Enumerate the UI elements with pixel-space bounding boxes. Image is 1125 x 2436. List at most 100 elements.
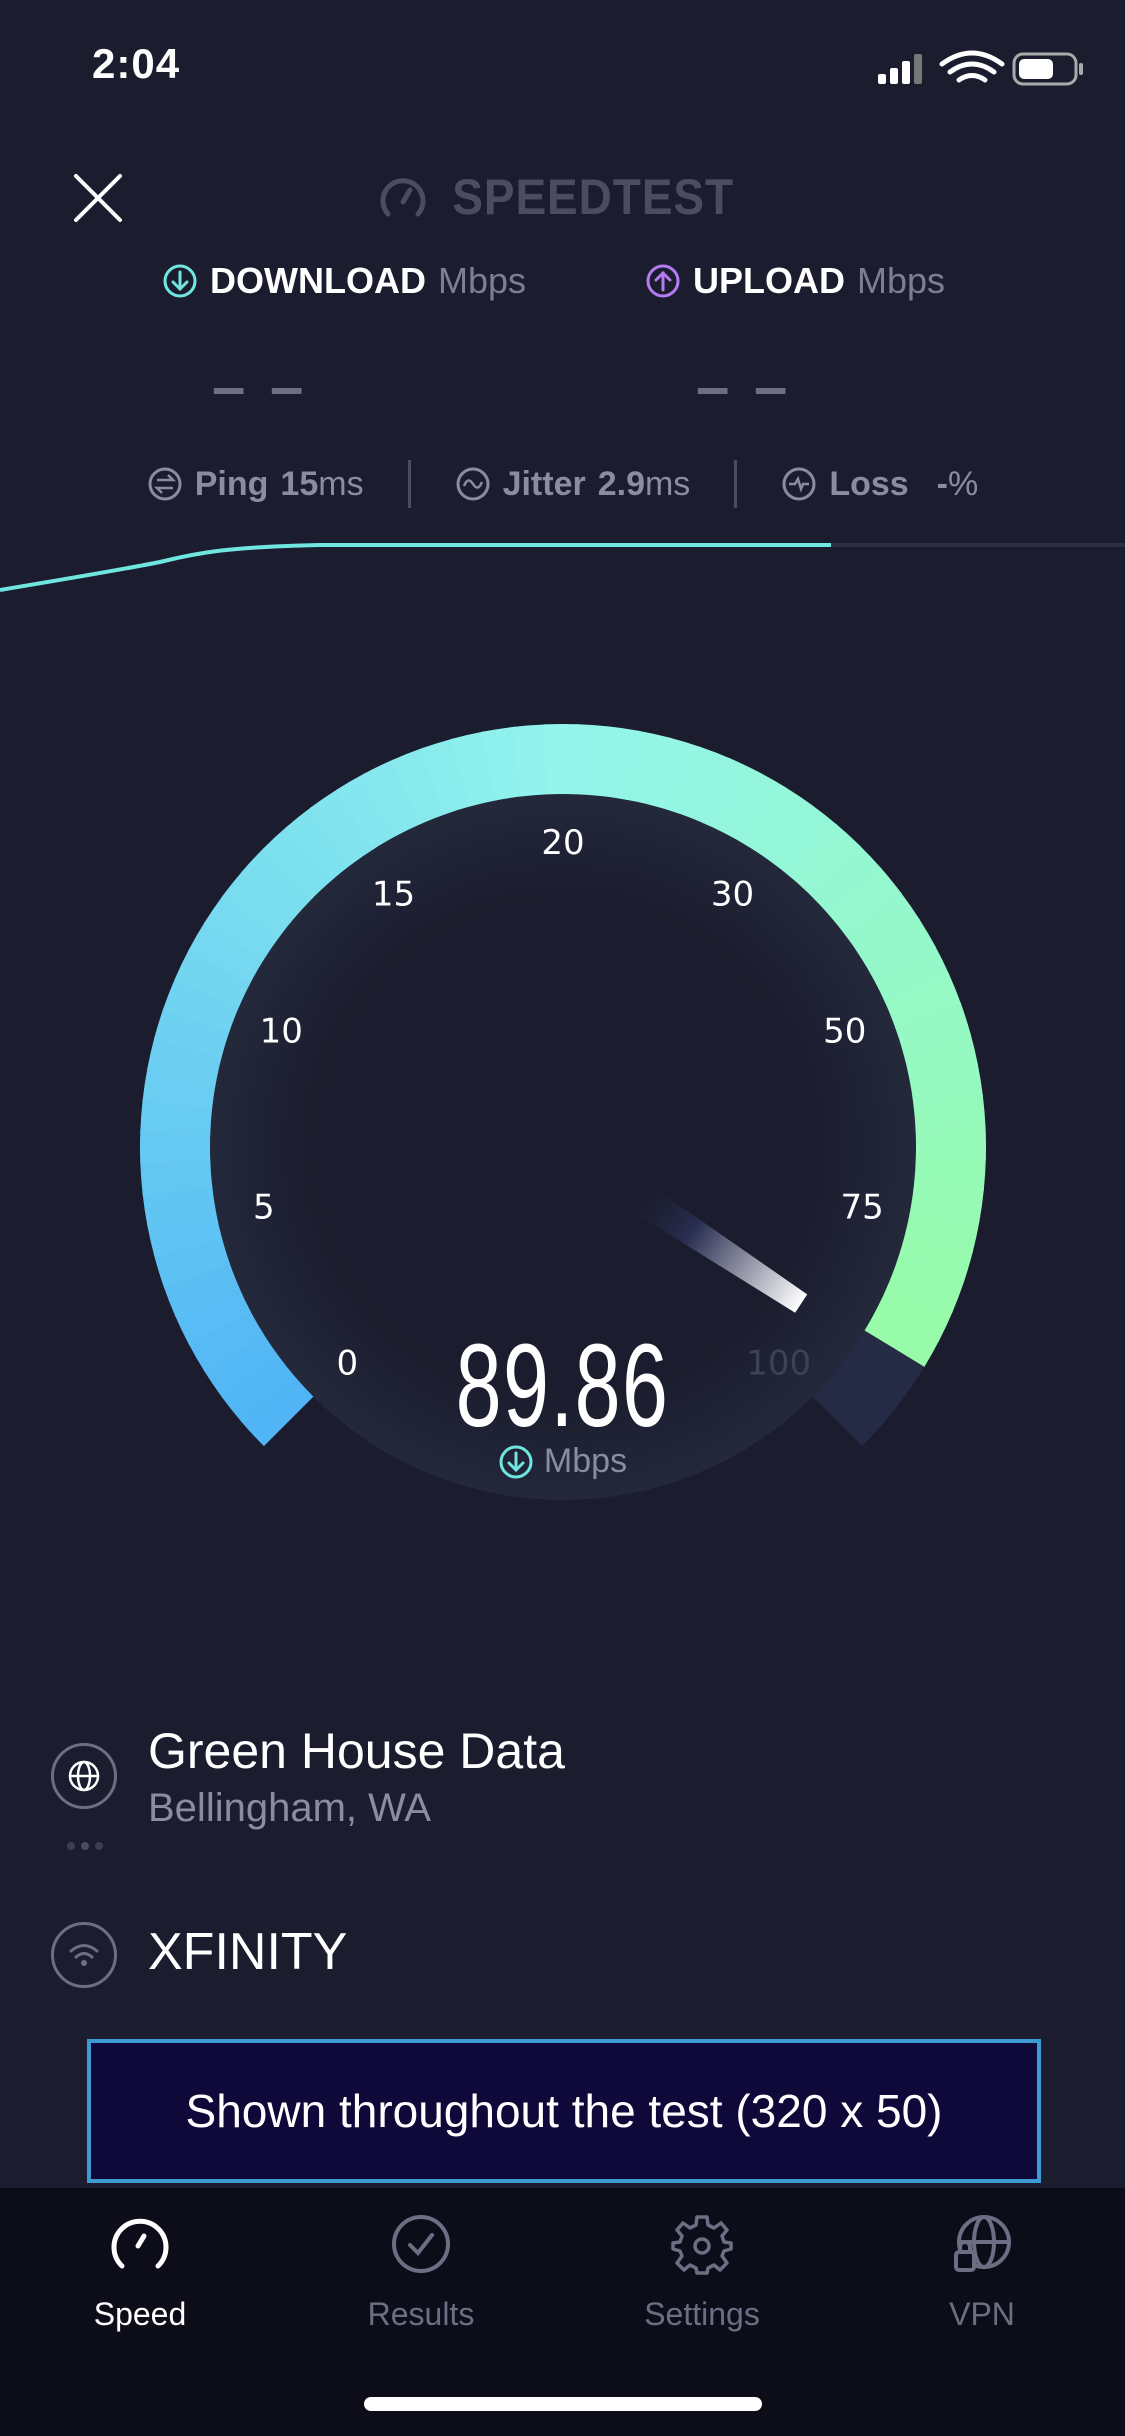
gauge-fill-segment (700, 757, 760, 835)
tab-results[interactable]: Results (301, 2212, 541, 2333)
gauge-fill-segment (420, 738, 472, 815)
gauge-fill-segment (827, 867, 902, 937)
ping-unit: ms (318, 464, 364, 503)
gauge-fill-segment (174, 948, 252, 1008)
gauge-fill-segment (873, 945, 950, 1005)
gauge-fill-segment (140, 1158, 213, 1196)
loss-unit: % (948, 464, 979, 503)
gauge-fill-segment (363, 759, 422, 837)
download-unit: Mbps (437, 260, 526, 301)
upload-arrow-icon (646, 264, 680, 298)
gauge-fill-segment (391, 747, 447, 825)
gauge-fill-segment (163, 977, 240, 1032)
wifi-icon (69, 1944, 99, 1966)
reading-unit: Mbps (543, 1442, 628, 1480)
speedometer-icon (111, 2218, 169, 2269)
gauge-tick-label: 0 (337, 1344, 359, 1384)
gauge-fill-segment (910, 1181, 984, 1223)
globe-icon (68, 1760, 100, 1792)
reading-unit-row: Mbps (0, 1442, 1125, 1481)
gauge-fill-segment (262, 826, 333, 899)
ping-stat: Ping 15ms (103, 465, 408, 504)
upload-label: UPLOAD (693, 260, 845, 301)
gauge-fill-segment (188, 921, 265, 984)
upload-value: – – (696, 353, 792, 420)
gauge-fill-segment (142, 1185, 217, 1227)
gauge-fill-segment (884, 973, 962, 1029)
gauge-fill-segment (147, 1211, 223, 1258)
gauge-fill-segment (309, 788, 376, 865)
jitter-unit: ms (644, 464, 691, 503)
divider (407, 460, 411, 508)
gauge-fill-segment (154, 1236, 231, 1288)
ping-icon (148, 467, 182, 501)
gauge-fill-segment (904, 1207, 980, 1254)
loss-stat: Loss -% (737, 465, 1022, 504)
gauge-fill-segment (140, 1098, 213, 1136)
gauge-fill-segment (790, 823, 861, 897)
graph-line (0, 543, 831, 592)
gauge-fill-segment (163, 1262, 240, 1317)
status-time: 2:04 (92, 40, 181, 87)
tab-settings[interactable]: Settings (582, 2212, 822, 2333)
gauge-fill-segment (335, 773, 399, 850)
gauge-tick-label: 30 (711, 874, 754, 914)
gauge-fill-segment (241, 847, 314, 919)
tab-speed[interactable]: Speed (20, 2212, 260, 2333)
gauge-track (812, 1329, 925, 1447)
loss-label: Loss (829, 464, 909, 503)
gear-icon (671, 2215, 733, 2275)
gauge-tick-label: 75 (841, 1188, 884, 1228)
ad-banner[interactable]: Shown throughout the test (320 x 50) (87, 2039, 1041, 2183)
gauge-fill-segment (897, 1233, 974, 1284)
gauge-fill-segment (809, 844, 883, 916)
gauge-needle (625, 1180, 808, 1313)
divider (734, 460, 738, 508)
gauge-face (210, 794, 916, 1500)
gauge-tick-label: 20 (541, 823, 584, 863)
status-icons (878, 50, 1083, 86)
home-indicator[interactable] (364, 2397, 762, 2411)
isp-name: XFINITY (148, 1923, 348, 1981)
tab-bar: Speed Results Settings VPN (0, 2188, 1125, 2436)
stats-row: Ping 15ms Jitter 2.9ms Loss -% (0, 460, 1125, 508)
jitter-value: 2.9 (597, 464, 645, 503)
isp-wifi-badge (51, 1922, 117, 1988)
gauge-fill-segment (481, 726, 524, 801)
speedometer-logo-icon (380, 178, 426, 217)
gauge-tick-label: 100 (746, 1344, 811, 1384)
ad-text: Shown throughout the test (320 x 50) (185, 2085, 943, 2137)
close-icon[interactable] (72, 172, 124, 224)
cellular-signal-icon (878, 54, 922, 84)
gauge-fill-segment (625, 730, 672, 806)
server-name[interactable]: Green House Data (148, 1723, 565, 1779)
gauge-fill-segment (221, 870, 296, 939)
checkmark-circle-icon (392, 2215, 450, 2273)
loss-value: - (936, 464, 948, 503)
tab-label: Results (367, 2296, 475, 2332)
gauge-fill-segment (651, 737, 702, 814)
gauge-tick-label: 50 (823, 1011, 866, 1051)
gauge-fill-segment (142, 1067, 217, 1109)
tab-label: Speed (93, 2296, 187, 2332)
jitter-stat: Jitter 2.9ms (411, 465, 735, 504)
gauge-tick-label: 5 (253, 1188, 275, 1228)
gauge-fill-segment (724, 771, 787, 848)
server-globe-button[interactable] (51, 1743, 117, 1809)
tab-vpn[interactable]: VPN (862, 2212, 1102, 2333)
speedtest-logo: SPEEDTEST (0, 168, 1125, 226)
gauge-fill-segment (864, 1307, 940, 1367)
gauge-fill-segment (676, 746, 731, 824)
more-dots-icon[interactable] (66, 1840, 106, 1852)
download-label: DOWNLOAD (210, 260, 426, 301)
gauge-tick-label: 15 (372, 874, 415, 914)
gauge-fill-segment (894, 1002, 971, 1054)
gauge-fill-segment (599, 726, 641, 801)
ping-label: Ping (194, 464, 269, 503)
jitter-icon (456, 467, 490, 501)
logo-text: SPEEDTEST (452, 169, 735, 225)
gauge-fill-segment (844, 892, 920, 958)
speed-graph (0, 543, 1125, 592)
gauge-fill-segment (769, 804, 838, 879)
upload-header: UPLOAD Mbps (645, 260, 945, 302)
